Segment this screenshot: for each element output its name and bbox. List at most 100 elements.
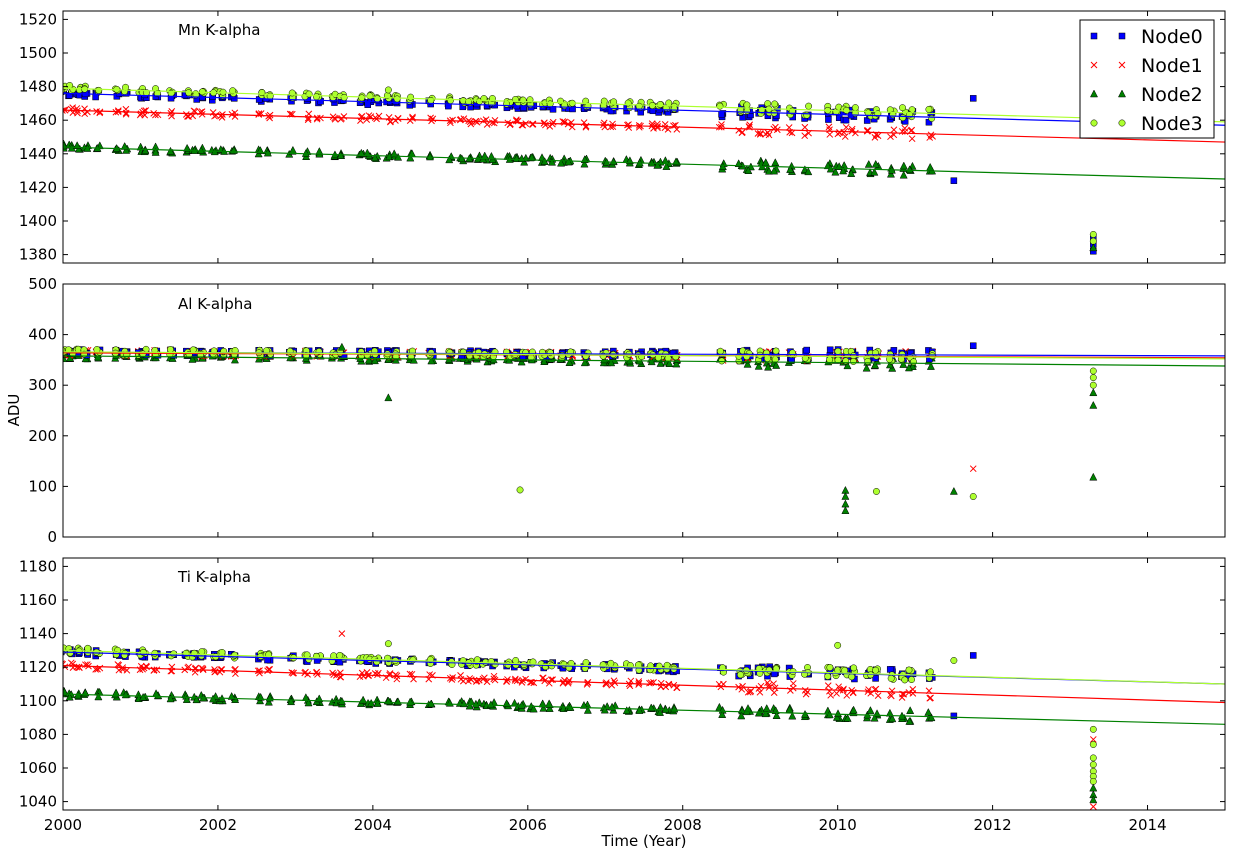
point-node1 — [480, 117, 487, 125]
point-node3 — [771, 100, 779, 108]
y-tick-label: 1520 — [19, 10, 57, 28]
point-node2 — [471, 699, 480, 708]
x-tick-label: 2008 — [664, 816, 702, 834]
point-node3 — [185, 89, 193, 97]
point-node2 — [529, 704, 538, 713]
point-node1 — [386, 671, 393, 679]
point-node2 — [141, 146, 150, 155]
legend-markers — [1089, 32, 1127, 127]
point-node1 — [646, 679, 653, 687]
y-tick-label: 0 — [47, 528, 57, 546]
point-node1 — [92, 665, 100, 673]
point-node2 — [771, 158, 780, 166]
point-node2 — [761, 158, 770, 166]
point-node2 — [899, 170, 908, 179]
point-node2 — [888, 714, 897, 723]
point-node1 — [490, 119, 498, 127]
point-node2 — [870, 167, 879, 176]
point-node1 — [635, 679, 643, 687]
point-node2 — [786, 165, 795, 173]
point-node1 — [266, 111, 274, 119]
legend-marker-node1 — [1118, 61, 1126, 69]
point-node2 — [743, 359, 752, 368]
point-node2 — [301, 149, 310, 157]
x-tick-label: 2000 — [44, 816, 82, 834]
point-node1 — [232, 670, 239, 678]
point-node2 — [622, 706, 631, 715]
point-node1 — [365, 112, 373, 119]
legend-marker-node3 — [1090, 119, 1098, 127]
point-node2 — [151, 147, 160, 156]
point-node1 — [602, 680, 610, 688]
point-node3 — [190, 649, 198, 657]
point-node3 — [121, 651, 128, 659]
point-node1 — [926, 134, 934, 141]
point-node2 — [870, 713, 879, 722]
panel-al-frame — [62, 283, 1226, 538]
point-node3 — [737, 671, 744, 679]
point-node2 — [904, 363, 913, 372]
point-node2 — [580, 159, 589, 168]
outlier-node0 — [969, 95, 977, 102]
outlier-node2 — [1089, 400, 1098, 409]
panel-mn-data — [63, 82, 1225, 255]
x-tick-label: 2012 — [974, 816, 1012, 834]
point-node2 — [230, 355, 239, 364]
y-tick-label: 1040 — [19, 793, 57, 811]
point-node2 — [737, 711, 746, 720]
point-node2 — [427, 356, 436, 365]
point-node1 — [363, 668, 371, 676]
y-tick-label: 300 — [28, 376, 57, 394]
point-node1 — [824, 682, 832, 690]
outlier-node2 — [1089, 472, 1098, 481]
point-node3 — [66, 82, 74, 89]
point-node2 — [65, 692, 74, 701]
legend-marker-node0 — [1118, 32, 1126, 40]
point-node1 — [789, 684, 797, 692]
point-node2 — [545, 704, 554, 712]
point-node2 — [183, 143, 192, 152]
point-node1 — [304, 116, 312, 124]
point-node1 — [664, 126, 672, 133]
point-node1 — [841, 133, 849, 140]
outlier-node3 — [384, 640, 392, 648]
point-node1 — [770, 680, 777, 688]
y-tick-label: 1180 — [19, 557, 57, 575]
outlier-node3 — [1089, 725, 1097, 733]
outlier-node1 — [1089, 736, 1097, 743]
panel-al-ticks: 0 100 200 300 400 500 — [28, 275, 1225, 546]
point-node1 — [539, 674, 546, 682]
x-tick-label: 2006 — [509, 816, 547, 834]
point-node0 — [803, 346, 811, 354]
point-node3 — [290, 654, 298, 662]
point-node3 — [649, 351, 657, 359]
point-node1 — [394, 115, 402, 122]
outlier-node3 — [1089, 367, 1097, 375]
panel-ti: 1040 1060 1080 1100 1120 1140 1160 1180 2000 2002… — [19, 557, 1226, 834]
point-node1 — [565, 677, 573, 684]
point-node2 — [192, 695, 201, 704]
point-node3 — [826, 664, 834, 671]
point-node1 — [833, 690, 840, 697]
y-tick-label: 200 — [28, 427, 57, 445]
outlier-node2 — [841, 506, 850, 514]
fit-line-node1 — [63, 664, 1225, 704]
point-node2 — [445, 155, 454, 164]
point-node2 — [847, 169, 856, 177]
y-tick-label: 1500 — [19, 44, 57, 62]
y-tick-label: 1060 — [19, 759, 57, 777]
point-node2 — [834, 709, 843, 718]
point-node2 — [166, 694, 175, 703]
point-node2 — [927, 713, 936, 722]
point-node1 — [582, 123, 590, 131]
point-node1 — [764, 679, 771, 687]
point-node1 — [909, 690, 917, 697]
point-node1 — [409, 113, 416, 121]
fit-line-node2 — [63, 693, 1225, 725]
point-node2 — [871, 159, 880, 168]
y-tick-label: 1440 — [19, 145, 57, 163]
outlier-node0 — [950, 712, 958, 720]
point-node2 — [662, 162, 671, 170]
point-node2 — [94, 692, 103, 701]
point-node2 — [122, 145, 131, 154]
